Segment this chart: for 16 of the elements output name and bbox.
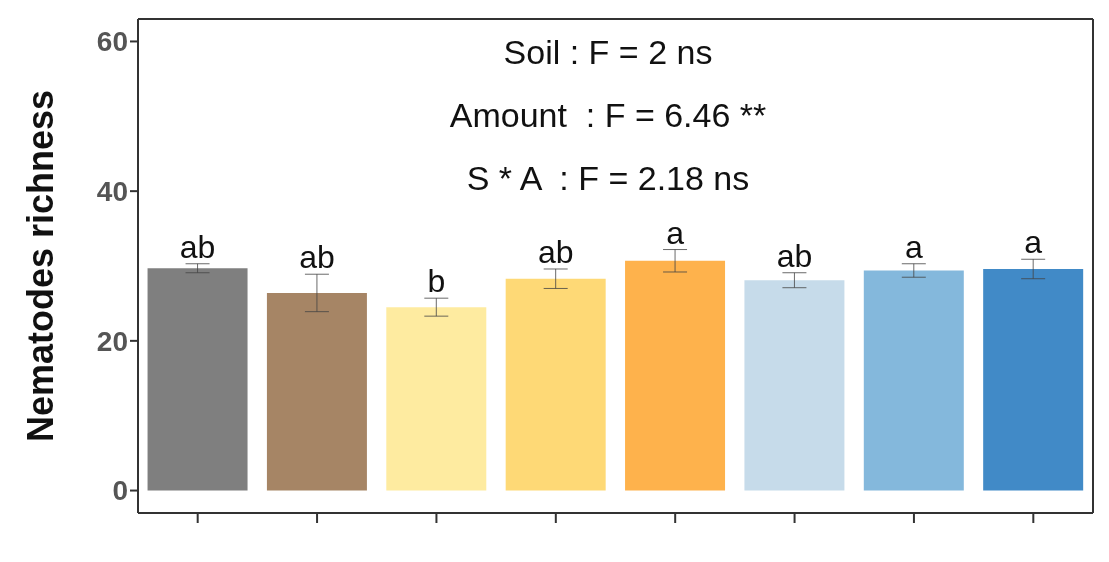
y-axis-title: Nematodes richness: [19, 89, 61, 443]
data-label: ab: [776, 237, 813, 274]
data-label: ab: [299, 239, 335, 276]
data-label: a: [904, 228, 923, 265]
annotation: Soil : F = 2 ns: [502, 33, 714, 72]
data-label: ab: [537, 233, 574, 270]
y-tick-label: 20: [96, 325, 128, 357]
annotation: S * A : F = 2.18 ns: [465, 159, 751, 198]
y-tick-label: 60: [96, 26, 128, 58]
data-label: a: [666, 214, 685, 251]
data-label: a: [1024, 224, 1043, 261]
y-tick-label: 0: [112, 475, 128, 507]
data-label: ab: [179, 228, 216, 265]
data-label: b: [427, 263, 446, 300]
y-tick-label: 40: [96, 176, 128, 208]
annotation: Amount : F = 6.46 **: [448, 96, 768, 135]
